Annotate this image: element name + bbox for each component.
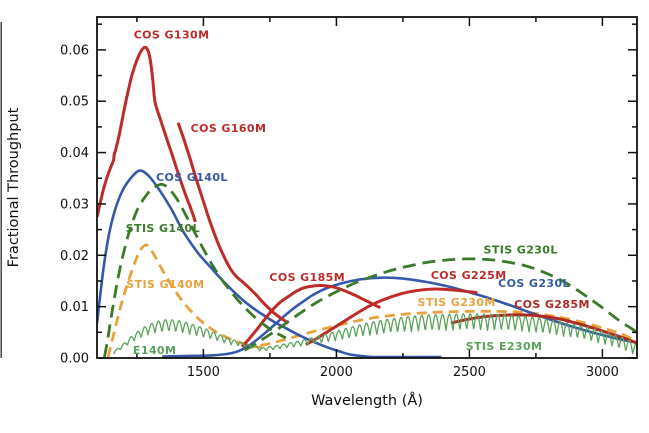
series-label-stis-e230m: STIS E230M [466,340,543,353]
series-label-cos-g225m: COS G225M [431,269,507,282]
x-tick-label: 2000 [320,365,353,380]
y-tick-label: 0.04 [60,146,89,161]
series-label-cos-g185m: COS G185M [269,271,345,284]
y-tick-label: 0.05 [60,95,89,110]
series-label-stis-g140m: STIS G140M [126,278,204,291]
y-tick-label: 0.06 [60,43,89,58]
curve-stis-g140m [106,243,263,358]
series-label-e140m: E140M [133,344,176,357]
series-label-cos-g285m: COS G285M [514,298,590,311]
x-tick-label: 1500 [187,365,220,380]
plot-frame [96,16,638,359]
x-tick-label: 3000 [586,365,619,380]
x-tick-label: 2500 [453,365,486,380]
series-label-cos-g130m: COS G130M [134,29,210,42]
series-label-stis-g230m: STIS G230M [418,296,496,309]
curve-stis-g230l [243,257,637,352]
y-tick-label: 0.03 [60,197,89,212]
y-axis-title: Fractional Throughput [6,107,22,267]
series-label-stis-g230l: STIS G230L [484,244,558,257]
curve-cos-g130m [97,45,197,223]
curve-cos-g225m [305,287,478,346]
series-label-cos-g230l: COS G230L [498,277,570,290]
series-label-cos-g160m: COS G160M [191,122,267,135]
x-axis-title: Wavelength (Å) [311,392,423,409]
curve-stis-g230m [244,309,637,350]
curves-group [97,45,637,358]
series-label-cos-g140l: COS G140L [156,171,228,184]
curve-stis-g140l [103,182,287,358]
curve-stis-e230m [258,313,637,355]
y-tick-label: 0.00 [60,352,89,367]
curve-cos-g160m [176,122,290,325]
y-tick-label: 0.02 [60,249,89,264]
curve-e140m [112,319,260,355]
y-tick-label: 0.01 [60,300,89,315]
series-label-stis-g140l: STIS G140L [126,222,200,235]
